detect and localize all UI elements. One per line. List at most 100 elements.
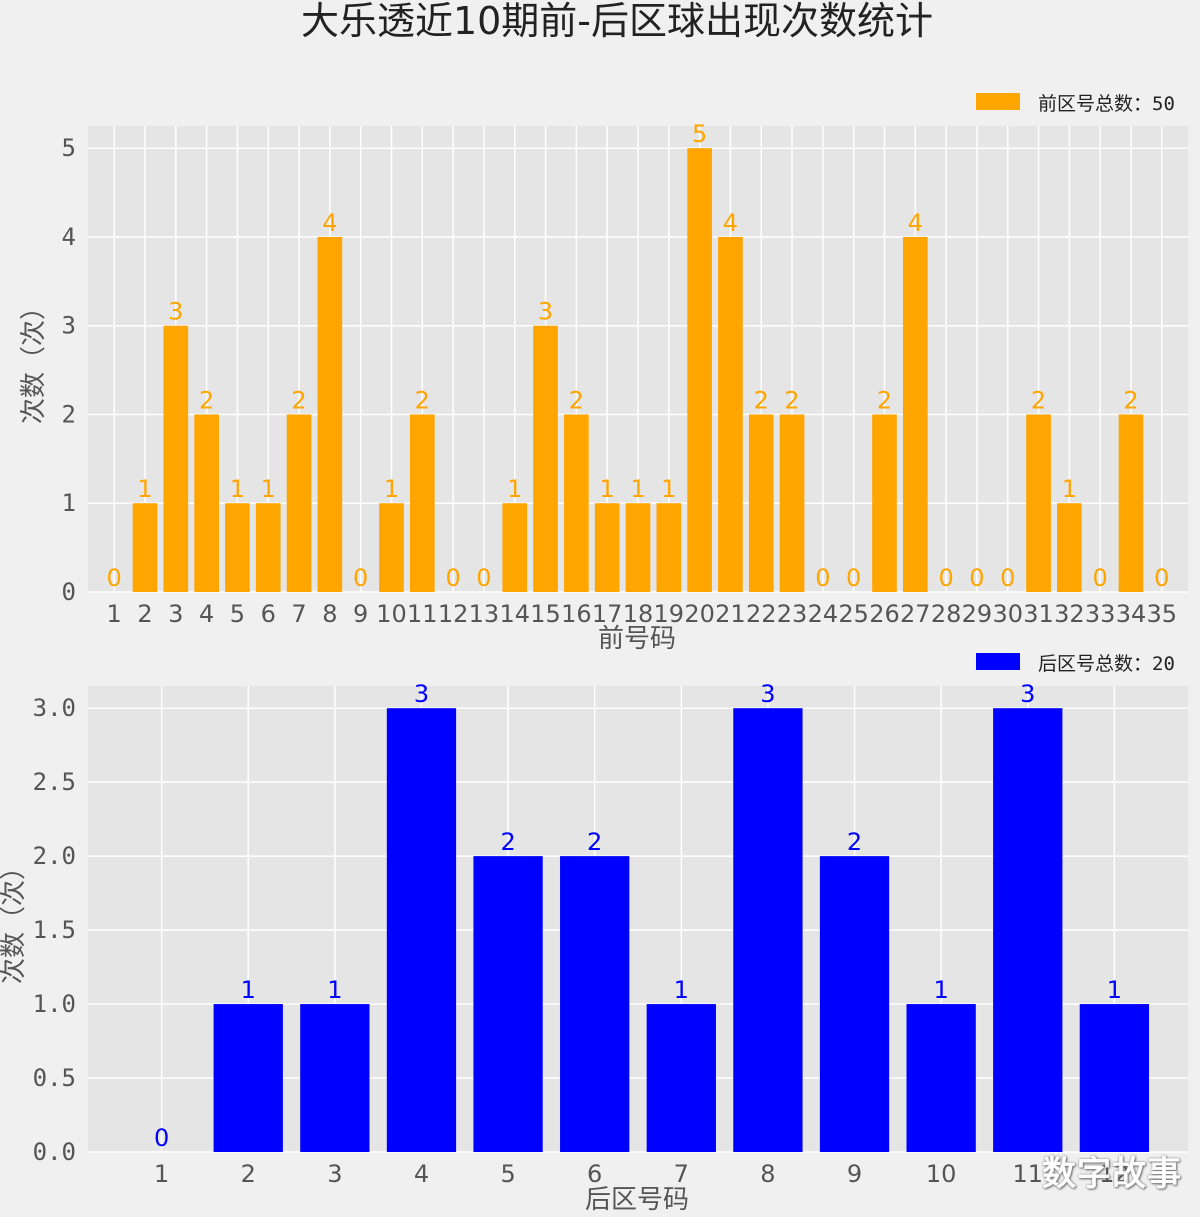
x-tick-label: 17	[592, 600, 623, 628]
x-tick-label: 12	[1099, 1160, 1130, 1188]
bar-value-label: 2	[199, 386, 214, 414]
y-tick-label: 4	[62, 223, 76, 251]
x-tick-label: 32	[1054, 600, 1085, 628]
bar	[1057, 503, 1082, 592]
legend-label: 前区号总数：50	[1038, 93, 1175, 115]
bar	[409, 414, 435, 592]
bar	[225, 503, 250, 592]
y-tick-label: 5	[62, 134, 76, 162]
x-tick-label: 22	[746, 600, 777, 628]
bar-value-label: 0	[815, 564, 830, 592]
x-tick-label: 9	[353, 600, 368, 628]
x-tick-label: 30	[992, 600, 1023, 628]
bar-value-label: 1	[661, 475, 676, 503]
y-tick-label: 0.0	[33, 1138, 76, 1166]
bar-value-label: 2	[587, 828, 602, 856]
y-axis-label: 次数（次）	[0, 854, 29, 984]
y-tick-label: 0.5	[33, 1064, 76, 1092]
bar-value-label: 2	[1031, 386, 1046, 414]
x-tick-label: 18	[623, 600, 654, 628]
watermark: 数字故事	[1042, 1154, 1182, 1194]
x-tick-label: 9	[847, 1160, 862, 1188]
bar	[993, 708, 1063, 1152]
x-tick-label: 21	[715, 600, 746, 628]
bar-value-label: 2	[877, 386, 892, 414]
x-tick-label: 11	[407, 600, 438, 628]
bar	[163, 325, 189, 592]
bar-value-label: 0	[969, 564, 984, 592]
legend-swatch	[976, 653, 1020, 670]
x-tick-label: 7	[674, 1160, 689, 1188]
x-tick-label: 16	[561, 600, 592, 628]
bar-value-label: 0	[445, 564, 460, 592]
x-tick-label: 20	[684, 600, 715, 628]
legend-label: 后区号总数：20	[1038, 653, 1175, 675]
x-tick-label: 10	[376, 600, 407, 628]
bar-value-label: 2	[754, 386, 769, 414]
bar-value-label: 1	[230, 475, 245, 503]
x-tick-label: 25	[838, 600, 869, 628]
chart-title: 大乐透近10期前-后区球出现次数统计	[301, 0, 933, 43]
bar	[300, 1004, 370, 1152]
bar-value-label: 1	[241, 976, 256, 1004]
bar-value-label: 0	[107, 564, 122, 592]
bar-value-label: 3	[1020, 680, 1035, 708]
x-tick-label: 23	[777, 600, 808, 628]
x-tick-label: 2	[137, 600, 152, 628]
bar-value-label: 3	[414, 680, 429, 708]
bar-value-label: 2	[784, 386, 799, 414]
legend: 前区号总数：50	[976, 93, 1175, 115]
x-tick-label: 11	[1012, 1160, 1043, 1188]
y-tick-label: 2	[62, 400, 76, 428]
bar-value-label: 2	[847, 828, 862, 856]
x-tick-label: 31	[1023, 600, 1054, 628]
bar-value-label: 1	[1062, 475, 1077, 503]
x-tick-label: 34	[1116, 600, 1147, 628]
x-tick-label: 4	[414, 1160, 429, 1188]
bar-value-label: 1	[261, 475, 276, 503]
x-tick-label: 1	[107, 600, 122, 628]
x-tick-label: 14	[499, 600, 530, 628]
x-tick-label: 27	[900, 600, 931, 628]
bar-value-label: 0	[154, 1124, 169, 1152]
x-tick-label: 8	[760, 1160, 775, 1188]
x-tick-label: 10	[926, 1160, 957, 1188]
x-tick-label: 26	[869, 600, 900, 628]
y-tick-label: 1	[62, 489, 76, 517]
x-tick-label: 4	[199, 600, 214, 628]
legend-swatch	[976, 93, 1020, 110]
y-tick-label: 1.5	[33, 916, 76, 944]
bar-value-label: 3	[538, 298, 553, 326]
bar	[386, 708, 457, 1152]
bar	[564, 414, 589, 592]
bar-value-label: 2	[291, 386, 306, 414]
y-tick-label: 0	[62, 578, 76, 606]
bar	[132, 503, 158, 592]
bar-value-label: 0	[1000, 564, 1015, 592]
bar	[687, 148, 712, 592]
bar-value-label: 0	[1154, 564, 1169, 592]
x-tick-label: 15	[530, 600, 561, 628]
bar-value-label: 4	[908, 209, 923, 237]
bar-value-label: 2	[500, 828, 515, 856]
x-axis-label: 前号码	[598, 624, 676, 654]
bar-value-label: 4	[322, 209, 337, 237]
bar-value-label: 2	[1123, 386, 1138, 414]
bar-value-label: 0	[353, 564, 368, 592]
x-tick-label: 19	[654, 600, 685, 628]
bar	[1118, 414, 1144, 592]
x-tick-label: 7	[291, 600, 306, 628]
bar-value-label: 4	[723, 209, 738, 237]
bar	[379, 503, 404, 592]
bar	[560, 856, 630, 1152]
bar	[906, 1004, 976, 1152]
x-tick-label: 35	[1147, 600, 1178, 628]
x-tick-label: 6	[587, 1160, 602, 1188]
y-tick-label: 2.5	[33, 768, 76, 796]
bar	[1079, 1004, 1150, 1152]
bar-value-label: 1	[384, 475, 399, 503]
x-tick-label: 28	[931, 600, 962, 628]
bar-value-label: 2	[415, 386, 430, 414]
